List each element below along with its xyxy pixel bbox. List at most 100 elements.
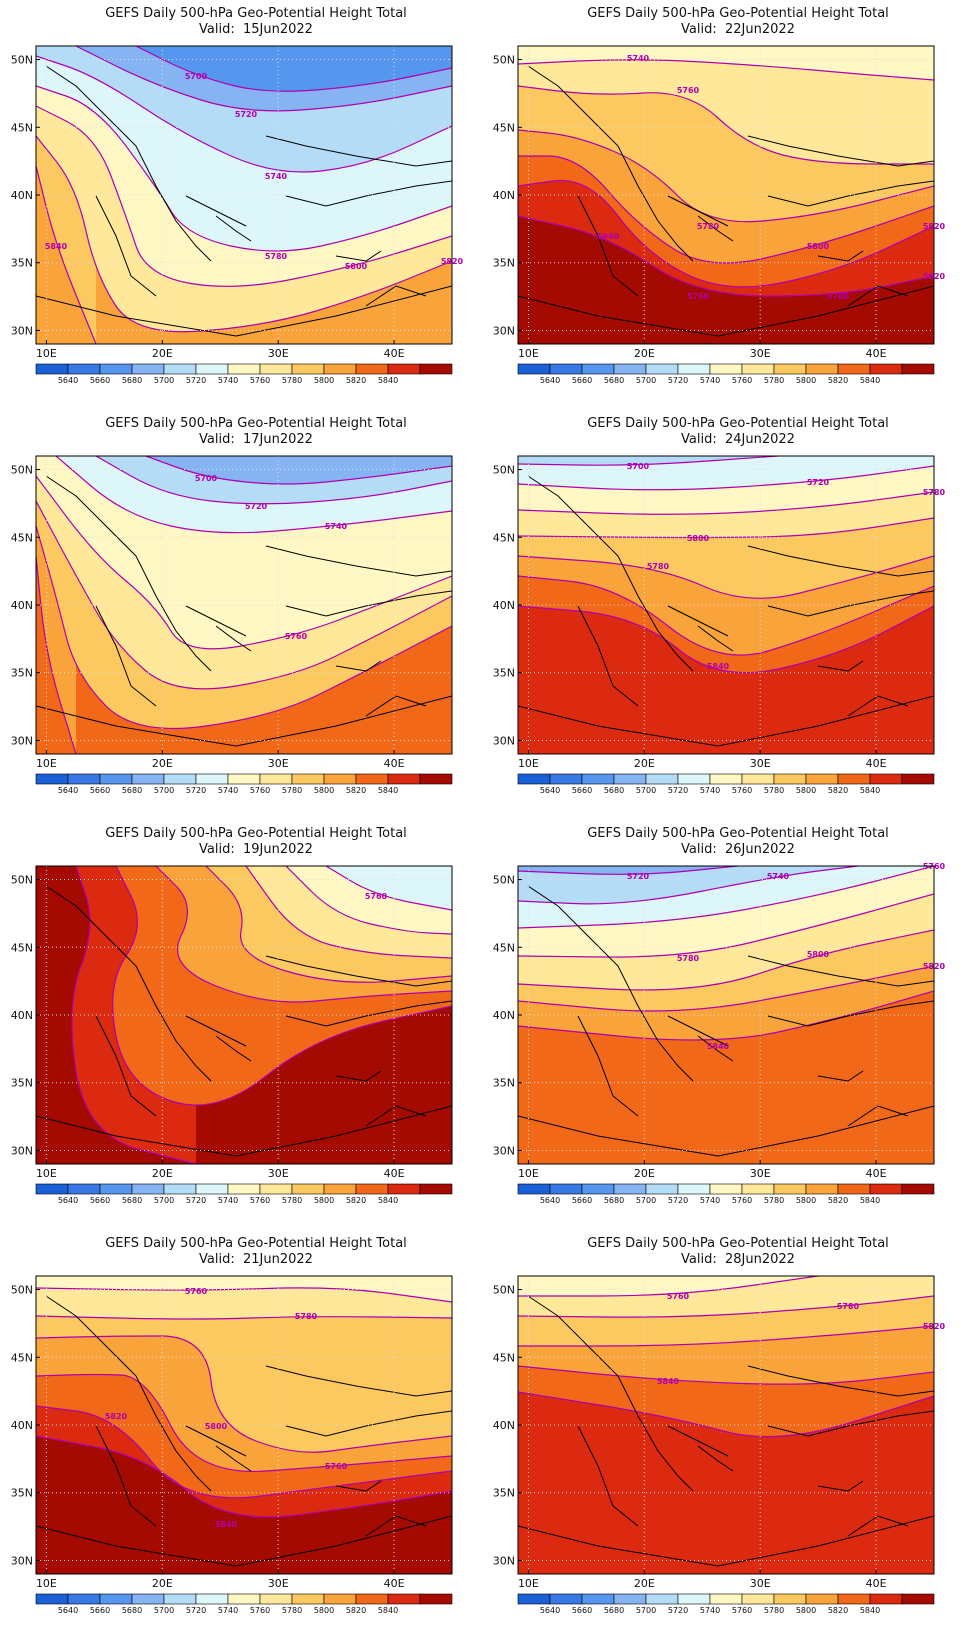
colorbar: 5640 5660 5680 5700 5720 5740 5760 5780 5800 5820…: [35, 1183, 453, 1205]
contour-line: [518, 129, 934, 223]
colorbar-label: 5720: [668, 786, 688, 795]
contour-label: 5740: [265, 172, 288, 181]
contour-label: 5800: [807, 242, 830, 251]
contour-line: [36, 525, 452, 730]
colorbar-swatch: [259, 773, 293, 785]
colorbar-swatch: [67, 363, 101, 375]
colorbar-swatch: [387, 1183, 421, 1195]
lat-tick-label: 35N: [493, 667, 515, 680]
contour-label: 5780: [647, 562, 670, 571]
colorbar-swatch: [613, 1593, 647, 1605]
contour-line: [36, 85, 452, 252]
colorbar-label: 5740: [700, 1196, 720, 1205]
colorbar-swatch: [869, 773, 903, 785]
colorbar-swatch: [387, 773, 421, 785]
colorbar-swatch: [677, 1183, 711, 1195]
contour-line: [36, 55, 452, 173]
colorbar-swatch: [163, 363, 197, 375]
lat-tick-label: 50N: [493, 1284, 515, 1297]
colorbar-swatch: [35, 1593, 69, 1605]
lat-tick-label: 30N: [11, 1144, 33, 1157]
lat-tick-label: 50N: [11, 1284, 33, 1297]
map-svg: 5720 5740 5760 5780 5800 5820 5840 50N 45N 40N 35N…: [493, 862, 946, 1205]
colorbar-swatch: [869, 1593, 903, 1605]
contour-label: 5760: [687, 292, 710, 301]
contour-line: [155, 866, 452, 1003]
colorbar-swatch: [323, 1593, 357, 1605]
colorbar-label: 5840: [860, 376, 880, 385]
contour-line: [518, 1365, 934, 1385]
lon-tick-label: 10E: [36, 1167, 57, 1180]
colorbar-label: 5660: [572, 786, 592, 795]
lon-tick-label: 40E: [866, 757, 887, 770]
colorbar-label: 5760: [732, 376, 752, 385]
colorbar-swatch: [517, 1593, 551, 1605]
colorbar-label: 5800: [796, 1196, 816, 1205]
colorbar-swatch: [677, 1593, 711, 1605]
lat-tick-label: 40N: [493, 1009, 515, 1022]
lon-tick-label: 40E: [384, 757, 405, 770]
colorbar-label: 5700: [154, 376, 174, 385]
panel-title-line: GEFS Daily 500-hPa Geo-Potential Height …: [587, 826, 889, 841]
lon-tick-label: 40E: [384, 347, 405, 360]
coastline: [518, 885, 934, 1157]
colorbar-swatch: [131, 363, 165, 375]
colorbar-swatch: [419, 773, 453, 785]
contour-label: 5780: [677, 954, 700, 963]
panel-title: GEFS Daily 500-hPa Geo-Potential Height …: [518, 416, 958, 448]
colorbar-swatch: [35, 363, 69, 375]
coastline: [518, 475, 934, 747]
lat-tick-label: 35N: [11, 257, 33, 270]
colorbar-label: 5640: [540, 376, 560, 385]
lon-tick-label: 30E: [268, 347, 289, 360]
lon-tick-label: 40E: [866, 1577, 887, 1590]
colorbar-swatch: [517, 773, 551, 785]
height-band: [36, 1276, 452, 1453]
lon-tick-label: 10E: [518, 757, 539, 770]
contour-line: [36, 1373, 452, 1473]
lon-tick-label: 30E: [268, 757, 289, 770]
colorbar-swatch: [837, 1593, 871, 1605]
colorbar-label: 5760: [250, 1196, 270, 1205]
lon-tick-label: 10E: [518, 347, 539, 360]
colorbar-label: 5660: [572, 1196, 592, 1205]
colorbar-swatch: [99, 1593, 133, 1605]
panel-title: GEFS Daily 500-hPa Geo-Potential Height …: [518, 1236, 958, 1268]
colorbar-label: 5820: [828, 376, 848, 385]
colorbar-label: 5680: [604, 786, 624, 795]
colorbar: 5640 5660 5680 5700 5720 5740 5760 5780 5800 5820…: [35, 363, 453, 385]
colorbar-label: 5780: [282, 1196, 302, 1205]
contour-label: 5700: [627, 462, 650, 471]
colorbar-swatch: [805, 773, 839, 785]
colorbar-swatch: [837, 363, 871, 375]
lon-tick-label: 10E: [36, 347, 57, 360]
colorbar-label: 5680: [604, 376, 624, 385]
contour-line: [95, 456, 452, 505]
colorbar-label: 5640: [58, 376, 78, 385]
colorbar-swatch: [163, 773, 197, 785]
contour-line: [518, 1325, 934, 1347]
lon-tick-label: 40E: [866, 347, 887, 360]
colorbar-label: 5820: [828, 786, 848, 795]
colorbar-label: 5700: [636, 786, 656, 795]
colorbar-label: 5640: [58, 786, 78, 795]
colorbar-swatch: [581, 1183, 615, 1195]
panel-valid-date: Valid: 26Jun2022: [681, 842, 795, 857]
colorbar-swatch: [773, 1183, 807, 1195]
colorbar-label: 5700: [636, 1196, 656, 1205]
contour-label: 5720: [627, 872, 650, 881]
colorbar-label: 5640: [540, 1606, 560, 1615]
height-band: [36, 866, 452, 934]
colorbar-label: 5720: [186, 1196, 206, 1205]
panel-title-line: GEFS Daily 500-hPa Geo-Potential Height …: [587, 416, 889, 431]
contour-label: 5840: [45, 242, 68, 251]
colorbar-swatch: [581, 1593, 615, 1605]
colorbar-label: 5780: [764, 376, 784, 385]
colorbar-label: 5660: [90, 376, 110, 385]
colorbar-label: 5680: [604, 1606, 624, 1615]
contour-line: [55, 456, 452, 534]
colorbar-swatch: [581, 363, 615, 375]
lon-tick-label: 10E: [518, 1577, 539, 1590]
